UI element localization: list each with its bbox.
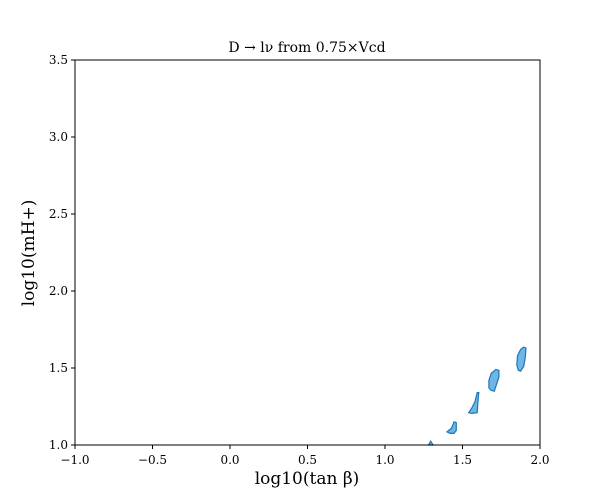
allowed-region-1: [427, 440, 435, 446]
y-tick-label: 2.0: [49, 284, 68, 298]
allowed-region-2: [445, 421, 457, 434]
x-tick-label: 0.5: [298, 453, 317, 467]
x-axis: −1.0 −0.5 0.0 0.5 1.0 1.5 2.0: [60, 445, 550, 467]
y-tick-label: 3.5: [49, 53, 68, 67]
y-tick-label: 1.0: [49, 438, 68, 452]
x-axis-label: log10(tan β): [255, 469, 360, 489]
x-tick-label: −0.5: [138, 453, 167, 467]
allowed-region-5: [516, 346, 527, 372]
chart-title: D → lν from 0.75×Vcd: [228, 40, 385, 56]
x-tick-label: 2.0: [530, 453, 549, 467]
y-axis: 1.0 1.5 2.0 2.5 3.0 3.5: [49, 53, 75, 452]
y-tick-label: 3.0: [49, 130, 68, 144]
y-tick-label: 2.5: [49, 207, 68, 221]
x-tick-label: 0.0: [220, 453, 239, 467]
y-tick-label: 1.5: [49, 361, 68, 375]
x-tick-label: 1.5: [453, 453, 472, 467]
allowed-region-3: [467, 392, 480, 415]
allowed-region-4: [488, 368, 500, 392]
plot-frame: [74, 59, 541, 446]
region-layer: [427, 346, 527, 446]
x-tick-label: 1.0: [375, 453, 394, 467]
y-axis-label: log10(mH+): [19, 200, 39, 307]
x-tick-label: −1.0: [60, 453, 89, 467]
